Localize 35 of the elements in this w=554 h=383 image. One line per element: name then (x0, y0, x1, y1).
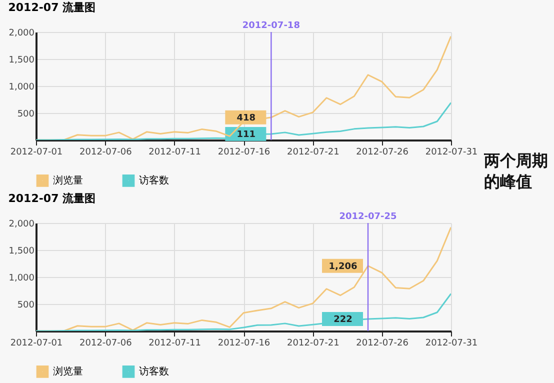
chart-title: 2012-07 流量图 (8, 192, 96, 205)
ref-line-label: 2012-07-18 (242, 21, 300, 31)
x-tick-label: 2012-07-11 (148, 148, 201, 158)
annotation: 222 (334, 315, 352, 326)
legend-label: 访客数 (139, 366, 169, 378)
y-tick-label: 1,500 (8, 246, 35, 256)
x-tick-label: 2012-07-31 (425, 148, 478, 158)
y-tick-label: 1,500 (8, 56, 35, 66)
x-tick-label: 2012-07-01 (10, 148, 63, 158)
y-tick-label: 500 (17, 110, 35, 120)
y-tick-label: 500 (17, 300, 35, 310)
y-tick-label: 1,000 (8, 82, 35, 92)
annotation: 1,206 (328, 262, 358, 272)
x-tick-label: 2012-07-26 (356, 148, 409, 158)
annotation: 111 (236, 130, 256, 140)
x-tick-label: 2012-07-21 (287, 338, 340, 348)
x-tick-label: 2012-07-26 (356, 338, 409, 348)
legend-label: 浏览量 (53, 174, 83, 187)
text: 两个周期的峰值 (484, 150, 549, 192)
x-tick-label: 2012-07-01 (10, 338, 63, 348)
x-tick-label: 2012-07-11 (148, 338, 201, 348)
x-tick-label: 2012-07-06 (80, 148, 132, 158)
chart-title: 2012-07 流量图 (8, 1, 96, 14)
y-tick-label: 2,000 (8, 28, 35, 38)
x-tick-label: 2012-07-31 (425, 338, 478, 348)
annotation: 418 (236, 113, 256, 124)
legend-label: 浏览量 (53, 366, 83, 378)
y-tick-label: 1,000 (8, 274, 35, 284)
legend-label: 访客数 (139, 174, 169, 187)
y-tick-label: 2,000 (8, 220, 35, 230)
x-tick-label: 2012-07-16 (218, 148, 270, 158)
ref-line-label: 2012-07-25 (339, 212, 397, 222)
x-tick-label: 2012-07-21 (287, 148, 340, 158)
x-tick-label: 2012-07-16 (218, 338, 270, 348)
x-tick-label: 2012-07-06 (80, 338, 132, 348)
